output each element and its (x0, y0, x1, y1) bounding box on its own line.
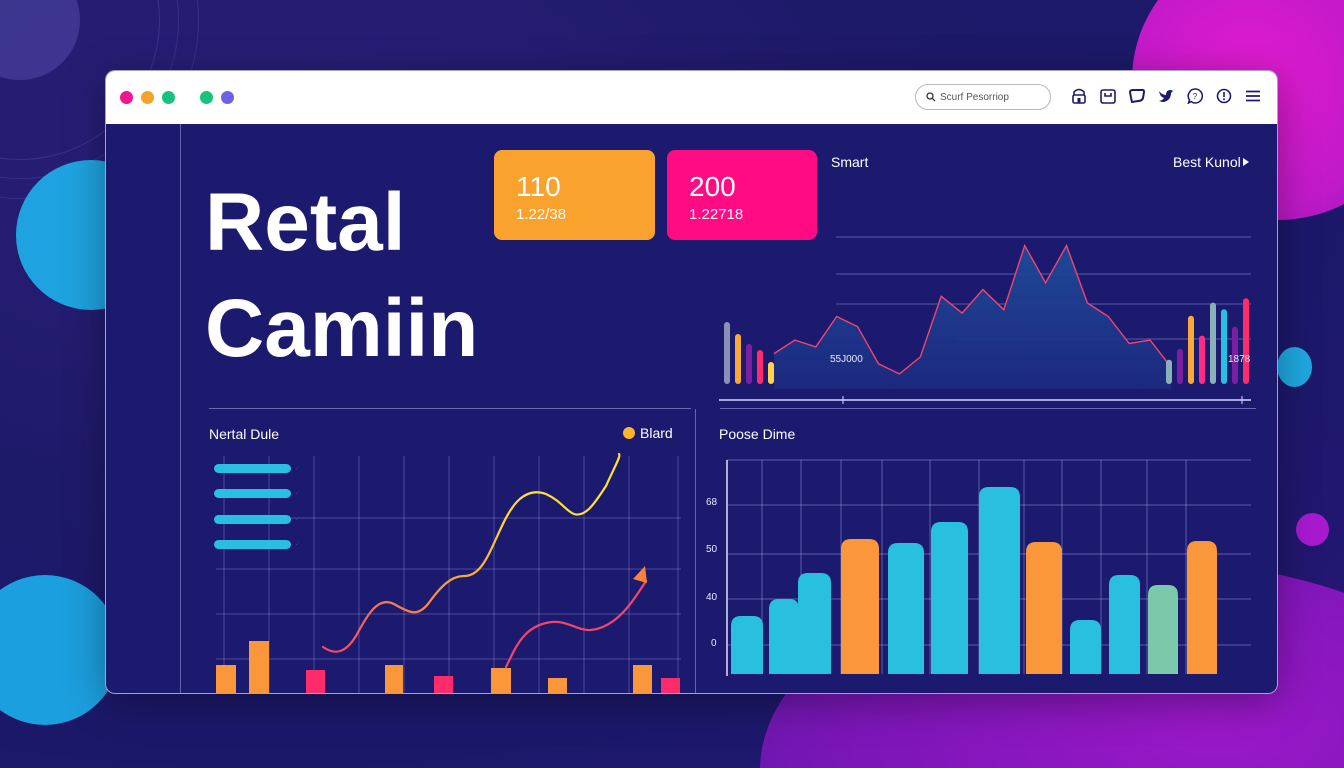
bottom-right-title: Poose Dime (719, 426, 796, 442)
section-divider-right (720, 408, 1256, 409)
search-icon (926, 92, 940, 102)
twitter-bird-icon[interactable] (1157, 87, 1175, 105)
background-blob-cyan-bottom-left (0, 575, 120, 725)
help-bubble-icon[interactable]: ? (1186, 87, 1204, 105)
background-dot-purple-right (1296, 513, 1329, 546)
window-controls (120, 91, 242, 104)
y-axis-label-0: 0 (711, 638, 717, 649)
stat-subvalue: 1.22718 (689, 206, 744, 223)
y-axis-label-68: 68 (706, 497, 718, 508)
background-dot-cyan-right (1277, 347, 1312, 387)
window-dot-close[interactable] (120, 91, 133, 104)
hamburger-menu-icon[interactable] (1244, 87, 1262, 105)
legend-blard[interactable]: Blard (623, 425, 673, 441)
hero-title-line-2: Camiin (205, 283, 479, 374)
top-chart-title: Smart (831, 154, 869, 170)
top-chart-link[interactable]: Best Kunol (1173, 154, 1249, 170)
inbox-icon[interactable] (1099, 87, 1117, 105)
stat-subvalue: 1.22/38 (516, 206, 567, 223)
legend-label: Blard (640, 425, 673, 441)
window-dot-extra-green[interactable] (200, 91, 213, 104)
stat-value: 110 (516, 171, 561, 202)
chat-bubble-icon[interactable] (1128, 87, 1146, 105)
panel-divider (695, 409, 696, 693)
info-circle-icon[interactable] (1215, 87, 1233, 105)
y-axis-label-50: 50 (706, 544, 718, 555)
sidebar-divider (180, 124, 181, 693)
top-chart-x-label-2: 1878 (1228, 354, 1251, 365)
top-area-chart (719, 236, 1251, 404)
hero-title: Retal Camiin (205, 170, 478, 382)
svg-text:·˙: ·˙ (296, 491, 299, 497)
svg-text:·˙: ·˙ (296, 466, 299, 472)
section-divider-left (209, 408, 691, 409)
search-box[interactable] (915, 84, 1051, 110)
stat-card-pink[interactable]: 200 1.22718 (667, 150, 817, 240)
top-chart-link-label: Best Kunol (1173, 154, 1241, 170)
stat-card-orange[interactable]: 110 1.22/38 (494, 150, 655, 240)
toolbar-icons: ? (1070, 87, 1273, 105)
window-dot-maximize[interactable] (162, 91, 175, 104)
top-chart-x-label-1: 55J000 (830, 354, 863, 365)
bottom-right-chart (726, 459, 1251, 676)
bottom-left-chart: ·˙ ·˙ ·˙ ·˙ (214, 452, 681, 693)
legend-dot-icon (623, 427, 635, 439)
search-input[interactable] (940, 91, 1040, 103)
hero-title-line-1: Retal (205, 177, 406, 268)
bottom-left-title: Nertal Dule (209, 426, 280, 442)
title-bar: ? (106, 71, 1277, 124)
caret-right-icon (1242, 158, 1249, 166)
dashboard-content: Retal Camiin 110 1.22/38 200 1.22718 Sma… (106, 124, 1277, 693)
lock-icon[interactable] (1070, 87, 1088, 105)
window-dot-extra-purple[interactable] (221, 91, 234, 104)
svg-text:·˙: ·˙ (296, 542, 299, 548)
svg-text:?: ? (1193, 92, 1198, 101)
stat-value: 200 (689, 171, 736, 202)
app-window: ? Retal Camiin 110 1.22/38 200 1.22718 (105, 70, 1278, 694)
svg-text:·˙: ·˙ (296, 517, 299, 523)
window-dot-minimize[interactable] (141, 91, 154, 104)
y-axis-label-40: 40 (706, 592, 718, 603)
